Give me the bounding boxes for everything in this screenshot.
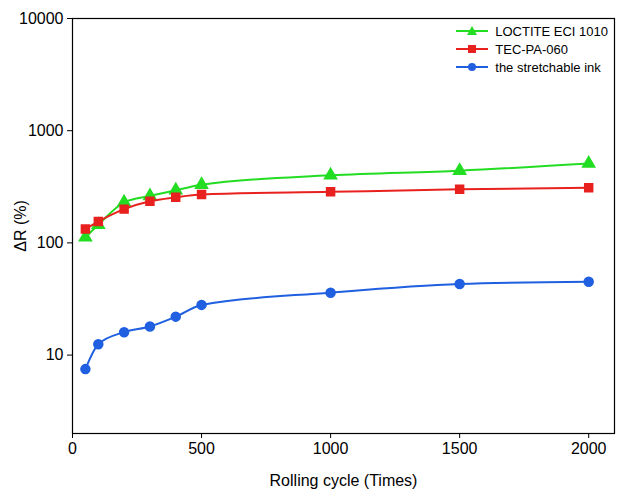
svg-text:Rolling cycle (Times): Rolling cycle (Times): [270, 472, 418, 489]
svg-text:1500: 1500: [442, 440, 478, 457]
html-text:LOCTITE ECI 1010: LOCTITE ECI 1010: [495, 23, 608, 39]
svg-text:1000: 1000: [28, 122, 64, 139]
html-text:TEC-PA-060: TEC-PA-060: [495, 41, 568, 57]
svg-text:100: 100: [37, 234, 64, 251]
svg-text:0: 0: [68, 440, 77, 457]
svg-text:10000: 10000: [19, 10, 64, 27]
svg-text:1000: 1000: [313, 440, 349, 457]
html-text:the stretchable ink: the stretchable ink: [495, 59, 601, 75]
svg-text:ΔR (%): ΔR (%): [12, 200, 29, 252]
svg-text:500: 500: [188, 440, 215, 457]
svg-text:2000: 2000: [571, 440, 607, 457]
svg-text:10: 10: [46, 346, 64, 363]
